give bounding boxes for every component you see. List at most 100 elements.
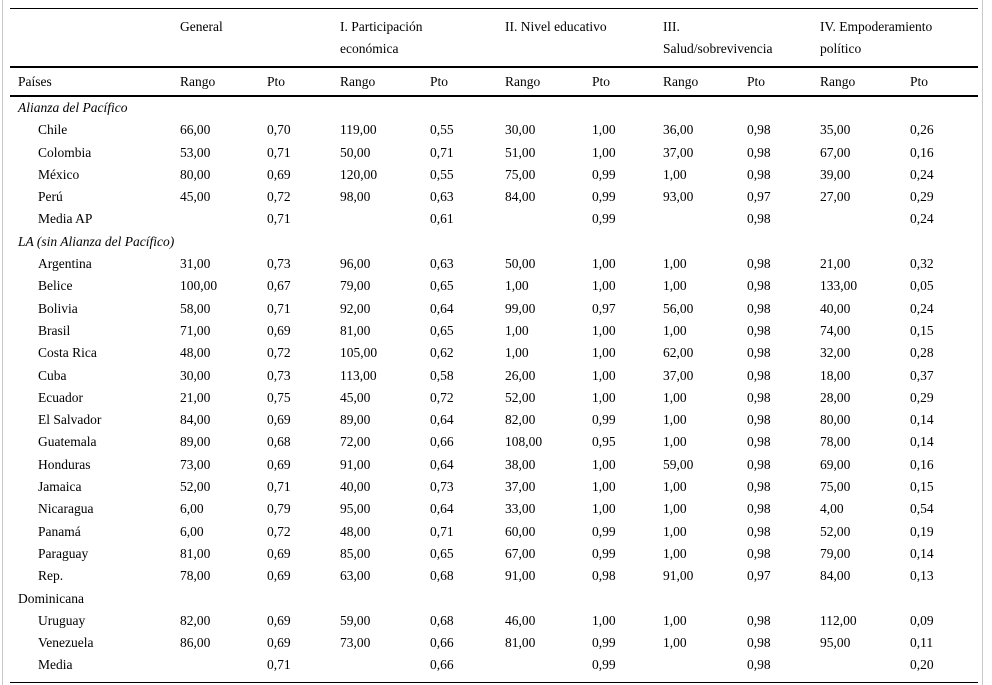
rango-header-1: Rango [180,73,216,89]
pto-cell: 0,71 [267,211,291,227]
pto-cell: 0,72 [267,345,291,361]
rango-cell: 59,00 [340,612,371,628]
pto-cell: 0,73 [430,479,454,495]
rango-cell: 85,00 [340,545,371,561]
rango-cell: 119,00 [340,122,377,138]
rango-cell: 81,00 [180,545,211,561]
country-name-cell: Chile [38,122,68,138]
pto-cell: 0,98 [747,635,771,651]
pto-cell: 0,05 [910,278,934,294]
pto-cell: 0,55 [430,122,454,138]
rango-cell: 74,00 [820,322,851,338]
pto-cell: 0,99 [592,412,616,428]
table-row: Rep. Dominicana 78,00 0,69 63,00 0,68 91,00 0,… [10,565,978,610]
rango-cell: 98,00 [340,189,371,205]
rango-cell: 81,00 [505,635,536,651]
pto-cell: 1,00 [592,144,616,160]
rango-cell [663,654,747,682]
rango-cell: 1,00 [663,635,687,651]
rango-header-2: Rango [340,73,376,89]
table-row: Guatemala 89,00 0,68 72,00 0,66 108,00 0,95 1,0… [10,431,978,453]
pto-cell: 0,14 [910,434,934,450]
pto-cell: 0,98 [747,657,771,673]
rango-header-4: Rango [663,73,699,89]
pto-header-1: Pto [267,73,286,89]
rango-cell: 51,00 [505,144,536,160]
rango-cell: 36,00 [663,122,694,138]
rango-cell: 113,00 [340,367,377,383]
pto-cell: 0,55 [430,166,454,182]
rango-cell: 133,00 [820,278,858,294]
rango-cell: 75,00 [505,166,536,182]
rango-cell: 1,00 [505,345,529,361]
rango-cell: 48,00 [180,345,211,361]
pto-cell: 0,98 [747,367,771,383]
country-name-cell: Perú [38,189,63,205]
country-name-cell: México [38,166,80,182]
country-name-cell: Venezuela [38,635,94,651]
table-row: Jamaica 52,00 0,71 40,00 0,73 37,00 1,00 1,00 0,… [10,476,978,498]
pto-cell: 0,37 [910,367,934,383]
pto-cell: 0,99 [592,545,616,561]
pto-cell: 0,63 [430,189,454,205]
rango-cell: 1,00 [663,322,687,338]
pto-cell: 0,73 [267,367,291,383]
pto-cell: 0,68 [267,434,291,450]
country-name-cell: Guatemala [38,434,97,450]
pto-cell: 0,98 [592,568,616,584]
section-header-row: LA (sin Alianza del Pacífico) [10,231,978,253]
rango-cell: 1,00 [663,479,687,495]
rango-cell: 30,00 [505,122,536,138]
rango-cell: 21,00 [820,256,851,272]
country-name-cell: Nicaragua [38,501,94,517]
pto-cell: 0,69 [267,635,291,651]
pto-cell: 0,99 [592,166,616,182]
pto-cell: 0,65 [430,545,454,561]
pto-cell: 0,72 [267,523,291,539]
pto-cell: 0,97 [592,300,616,316]
rango-cell: 78,00 [180,568,211,584]
rango-cell: 112,00 [820,612,857,628]
pto-cell: 0,98 [747,345,771,361]
pto-cell: 0,71 [267,479,291,495]
rango-cell: 80,00 [180,166,211,182]
pto-cell: 0,98 [747,122,771,138]
pto-cell: 0,69 [267,568,291,584]
pto-cell: 0,99 [592,211,616,227]
rango-cell: 6,00 [180,523,204,539]
pto-cell: 0,98 [747,211,771,227]
group-header-1: General [180,19,223,34]
rango-cell: 69,00 [820,456,851,472]
pto-cell: 0,72 [430,389,454,405]
table-row: Nicaragua 6,00 0,79 95,00 0,64 33,00 1,00 1,00 0… [10,498,978,520]
pto-cell: 1,00 [592,345,616,361]
table-row: Honduras 73,00 0,69 91,00 0,64 38,00 1,00 59,00… [10,454,978,476]
pto-cell: 1,00 [592,367,616,383]
pto-cell: 0,32 [910,256,934,272]
pto-cell: 0,69 [267,166,291,182]
rango-cell [820,654,910,682]
pto-cell: 0,14 [910,545,934,561]
rango-cell: 79,00 [340,278,371,294]
pto-cell: 0,65 [430,322,454,338]
table-body: Alianza del Pacífico Chile 66,00 0,70 119,00… [10,96,978,682]
rango-cell: 80,00 [820,412,851,428]
country-name-cell: Cuba [38,367,67,383]
rango-cell: 120,00 [340,166,378,182]
country-name-cell: Argentina [38,256,92,272]
pto-cell: 0,98 [747,434,771,450]
rango-cell: 45,00 [340,389,371,405]
rango-cell: 1,00 [663,256,687,272]
pto-cell: 0,26 [910,122,934,138]
country-name-cell: Jamaica [38,479,82,495]
pto-cell: 0,95 [592,434,616,450]
gender-gap-index-table: General I. Participación económica II. Niv… [10,8,979,683]
pto-cell: 0,69 [267,412,291,428]
pto-cell: 0,58 [430,367,454,383]
rango-cell: 21,00 [180,389,211,405]
pto-cell: 1,00 [592,278,616,294]
rango-cell: 40,00 [820,300,851,316]
pto-cell: 1,00 [592,456,616,472]
rango-cell: 28,00 [820,389,851,405]
pto-cell: 0,71 [267,144,291,160]
